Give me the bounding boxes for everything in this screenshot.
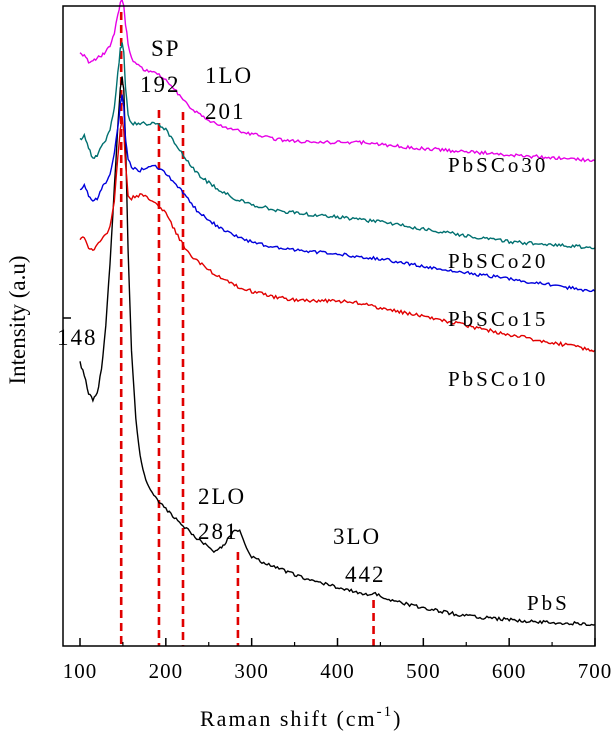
- x-tick-label-300: 300: [234, 659, 269, 683]
- y-axis-title: Intensity (a.u): [5, 255, 30, 384]
- annotation-1lo-name: 1LO: [205, 63, 253, 88]
- curve-label-pbsco30: PbSCo30: [448, 153, 548, 177]
- x-tick-label-400: 400: [320, 659, 355, 683]
- curve-label-pbsco15: PbSCo15: [448, 307, 548, 331]
- curve-label-pbsco10: PbSCo10: [448, 367, 548, 391]
- x-tick-label-200: 200: [149, 659, 184, 683]
- annotation-3lo-value: 442: [345, 562, 386, 587]
- x-axis-title-exponent: -1: [377, 704, 394, 720]
- annotation-1lo-value: 201: [205, 99, 246, 124]
- x-axis-title-main: Raman shift: [200, 706, 329, 731]
- annotation-2lo-name: 2LO: [198, 484, 246, 509]
- curve-label-pbsco20: PbSCo20: [448, 249, 548, 273]
- curve-label-pbs: PbS: [527, 591, 570, 615]
- annotation-sp-name: SP: [151, 36, 181, 61]
- annotation-3lo-name: 3LO: [333, 524, 381, 549]
- x-tick-label-700: 700: [578, 659, 613, 683]
- x-tick-label-100: 100: [63, 659, 98, 683]
- annotation-2lo-value: 281: [198, 519, 239, 544]
- x-tick-label-600: 600: [492, 659, 527, 683]
- x-tick-label-500: 500: [406, 659, 441, 683]
- raman-spectra-chart: 100 200 300 400 500 600 700 PbSCo30 PbSCo20 Pb…: [0, 0, 615, 735]
- x-axis-title-units: cm: [346, 706, 377, 731]
- x-axis-title: Raman shift (cm-1): [200, 704, 402, 731]
- annotation-148: 148: [57, 325, 98, 350]
- annotation-sp-value: 192: [140, 72, 181, 97]
